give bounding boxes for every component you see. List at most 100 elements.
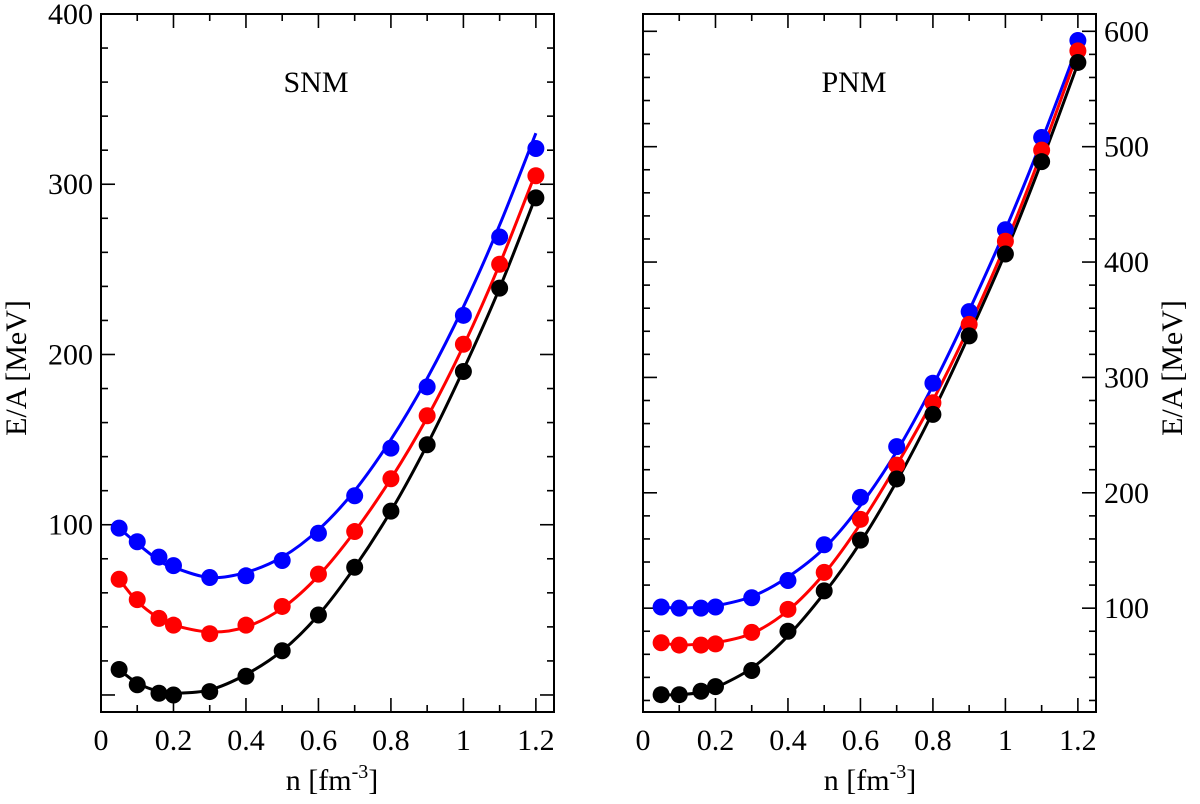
pnm-y-tick-label: 600 — [1104, 15, 1149, 48]
pnm-panel: 0 0.2 0.4 0.6 0.8 1 1.2 100 200 300 400 500 600 PNM… — [636, 13, 1189, 797]
snm-y-tick-label: 400 — [48, 0, 93, 31]
snm-data-point — [128, 591, 146, 609]
snm-data-point — [150, 548, 168, 566]
snm-data-point — [309, 606, 327, 624]
snm-y-tick-labels: 100 200 300 400 — [48, 0, 93, 542]
pnm-data-point — [924, 405, 942, 423]
snm-data-point — [150, 609, 168, 627]
pnm-data-point — [692, 599, 710, 617]
snm-data-point — [382, 502, 400, 520]
pnm-data-point — [652, 686, 670, 704]
snm-data-point — [491, 279, 509, 297]
pnm-data-point — [1069, 53, 1087, 71]
snm-x-tick-label: 0 — [94, 724, 109, 757]
pnm-data-point — [888, 470, 906, 488]
pnm-data-point — [706, 635, 724, 653]
pnm-data-point — [996, 232, 1014, 250]
snm-data-point — [164, 686, 182, 704]
pnm-series-curve — [660, 51, 1080, 647]
snm-data-point — [128, 676, 146, 694]
snm-data-point — [382, 470, 400, 488]
snm-series-curve — [118, 132, 538, 580]
snm-data-point — [491, 228, 509, 246]
pnm-x-tick-label: 0 — [636, 724, 651, 757]
snm-data-point — [418, 436, 436, 454]
snm-y-tick-label: 100 — [48, 509, 93, 542]
snm-x-axis-label-end: ] — [368, 764, 378, 797]
snm-y-tick-label: 200 — [48, 338, 93, 371]
snm-data-point — [346, 558, 364, 576]
snm-data-point — [110, 660, 128, 678]
snm-x-tick-label: 0.8 — [372, 724, 410, 757]
snm-data-point — [110, 570, 128, 588]
pnm-data-point — [779, 622, 797, 640]
pnm-x-axis-label-main: n [fm — [824, 764, 890, 797]
pnm-data-point — [670, 599, 688, 617]
pnm-y-tick-label: 300 — [1104, 361, 1149, 394]
pnm-data-point — [706, 598, 724, 616]
snm-panel-title: SNM — [283, 66, 348, 99]
snm-curves — [117, 132, 538, 695]
pnm-data-point — [692, 682, 710, 700]
snm-x-tick-label: 1.2 — [517, 724, 555, 757]
snm-data-point — [237, 567, 255, 585]
pnm-data-point — [888, 456, 906, 474]
snm-series-curve — [118, 195, 538, 695]
pnm-curves — [660, 44, 1080, 697]
pnm-data-point — [851, 488, 869, 506]
snm-points — [110, 139, 545, 704]
snm-data-point — [150, 684, 168, 702]
snm-data-point — [273, 597, 291, 615]
pnm-series-curve — [660, 44, 1080, 610]
snm-data-point — [164, 616, 182, 634]
snm-data-point — [201, 683, 219, 701]
pnm-x-tick-label: 0.4 — [769, 724, 807, 757]
pnm-y-tick-labels: 100 200 300 400 500 600 — [1104, 15, 1149, 625]
pnm-data-point — [706, 678, 724, 696]
pnm-panel-title: PNM — [821, 66, 886, 99]
pnm-x-tick-labels: 0 0.2 0.4 0.6 0.8 1 1.2 — [636, 724, 1097, 757]
pnm-data-point — [743, 661, 761, 679]
pnm-points — [652, 32, 1087, 704]
snm-y-axis-label: E/A [MeV] — [0, 300, 33, 436]
snm-data-point — [382, 439, 400, 457]
snm-data-point — [454, 363, 472, 381]
pnm-x-tick-label: 0.8 — [914, 724, 952, 757]
pnm-y-axis-label: E/A [MeV] — [1156, 300, 1189, 436]
pnm-data-point — [743, 623, 761, 641]
snm-x-axis-label-main: n [fm — [286, 764, 352, 797]
pnm-data-point — [670, 636, 688, 654]
pnm-y-tick-label: 200 — [1104, 477, 1149, 510]
pnm-x-tick-label: 0.6 — [842, 724, 880, 757]
snm-data-point — [201, 625, 219, 643]
snm-data-point — [273, 642, 291, 660]
snm-x-tick-label: 0.6 — [300, 724, 338, 757]
pnm-data-point — [779, 571, 797, 589]
snm-data-point — [418, 378, 436, 396]
snm-ticks — [100, 13, 554, 712]
snm-data-point — [418, 407, 436, 425]
pnm-y-tick-label: 100 — [1104, 592, 1149, 625]
pnm-x-tick-label: 1.2 — [1059, 724, 1097, 757]
pnm-data-point — [670, 686, 688, 704]
pnm-y-tick-label: 400 — [1104, 246, 1149, 279]
snm-data-point — [454, 306, 472, 324]
pnm-data-point — [652, 634, 670, 652]
pnm-data-point — [851, 510, 869, 528]
snm-x-tick-label: 0.2 — [155, 724, 193, 757]
snm-data-point — [491, 255, 509, 273]
snm-plot-frame — [100, 13, 555, 713]
snm-data-point — [273, 551, 291, 569]
snm-x-axis-label: n [fm-3] — [286, 761, 379, 797]
snm-data-point — [110, 519, 128, 537]
snm-data-point — [527, 167, 545, 185]
snm-x-axis-label-exponent: -3 — [352, 761, 369, 783]
pnm-y-tick-label: 500 — [1104, 131, 1149, 164]
snm-y-tick-label: 300 — [48, 168, 93, 201]
pnm-plot-frame — [642, 13, 1097, 713]
pnm-data-point — [779, 600, 797, 618]
pnm-ticks — [642, 14, 1096, 712]
pnm-data-point — [960, 303, 978, 321]
pnm-data-point — [960, 327, 978, 345]
snm-data-point — [346, 523, 364, 541]
